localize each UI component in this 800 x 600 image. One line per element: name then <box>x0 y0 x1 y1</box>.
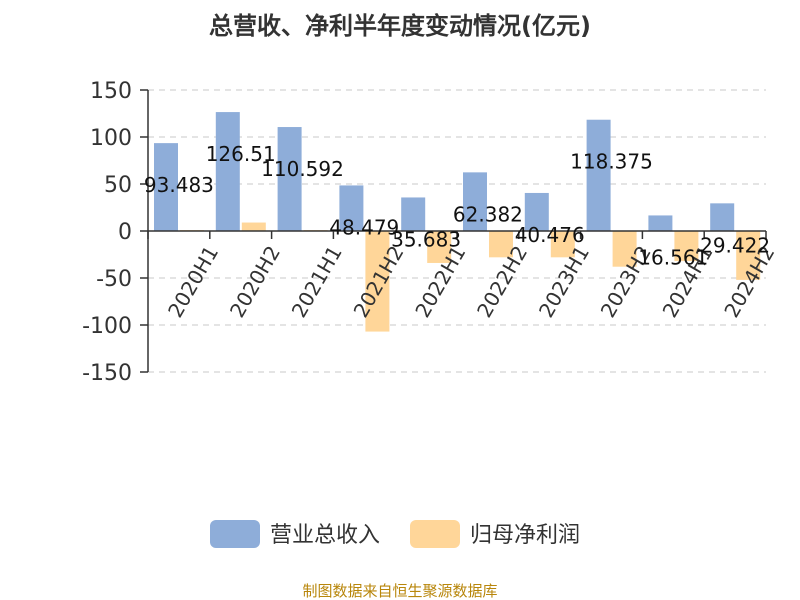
data-label-revenue: 126.51 <box>206 142 276 166</box>
legend-label: 营业总收入 <box>270 523 380 548</box>
legend-item-revenue[interactable]: 营业总收入 <box>210 520 380 548</box>
data-label-revenue: 29.422 <box>700 233 770 257</box>
bar-revenue-2020H2 <box>215 112 240 231</box>
x-tick-label: 2020H2 <box>225 242 285 322</box>
bar-netprofit-2020H2 <box>241 222 266 231</box>
bar-netprofit-2023H2 <box>612 231 637 267</box>
data-label-revenue: 118.375 <box>570 150 653 174</box>
x-tick-label: 2020H1 <box>163 242 223 322</box>
bar-revenue-2021H1 <box>277 127 302 231</box>
bar-revenue-2022H1 <box>401 197 426 231</box>
source-note: 制图数据来自恒生聚源数据库 <box>302 582 497 600</box>
bar-netprofit-2021H2 <box>365 231 390 332</box>
bar-revenue-2024H2 <box>710 203 735 231</box>
bar-netprofit-2024H1 <box>674 231 699 262</box>
legend-swatch <box>210 520 260 548</box>
bar-netprofit-2022H1 <box>427 231 452 263</box>
data-label-revenue: 40.476 <box>515 223 585 247</box>
chart-title: 总营收、净利半年度变动情况(亿元) <box>209 12 591 40</box>
legend-swatch <box>410 520 460 548</box>
legend-label: 归母净利润 <box>470 523 580 548</box>
bar-revenue-2023H2 <box>586 119 611 231</box>
bar-netprofit-2023H1 <box>550 231 575 258</box>
y-tick-label: 50 <box>104 173 132 198</box>
data-label-revenue: 93.483 <box>144 173 214 197</box>
bar-revenue-2024H1 <box>648 215 673 231</box>
bar-revenue-2020H1 <box>154 143 178 231</box>
data-label-revenue: 48.479 <box>329 215 399 239</box>
bars <box>154 112 761 332</box>
bar-revenue-2023H1 <box>524 192 549 231</box>
bar-revenue-2022H2 <box>463 172 487 231</box>
data-label-revenue: 62.382 <box>453 202 523 226</box>
y-tick-label: 100 <box>90 126 132 151</box>
x-tick-label: 2021H1 <box>287 242 347 322</box>
y-tick-label: 0 <box>118 220 132 245</box>
bar-netprofit-2024H2 <box>736 231 761 280</box>
grid <box>148 89 766 373</box>
y-tick-label: -50 <box>96 267 132 292</box>
y-tick-label: 150 <box>90 79 132 104</box>
bar-revenue-2021H2 <box>339 185 364 231</box>
y-tick-label: -150 <box>82 361 132 386</box>
y-tick-label: -100 <box>82 314 132 339</box>
data-label-revenue: 110.592 <box>261 157 344 181</box>
legend-item-netprofit[interactable]: 归母净利润 <box>410 520 580 548</box>
data-label-revenue: 16.561 <box>638 245 708 269</box>
bar-netprofit-2022H2 <box>489 231 513 258</box>
data-label-revenue: 35.683 <box>391 227 461 251</box>
legend[interactable]: 营业总收入 归母净利润 <box>210 520 580 548</box>
